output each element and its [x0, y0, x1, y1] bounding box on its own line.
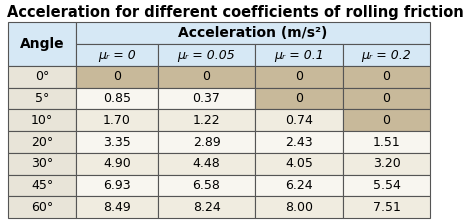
Bar — [76, 131, 158, 153]
Bar — [255, 196, 343, 218]
Bar — [255, 153, 343, 174]
Bar — [343, 109, 430, 131]
Bar — [255, 66, 343, 88]
Bar — [76, 109, 158, 131]
Text: Acceleration (m/s²): Acceleration (m/s²) — [178, 26, 328, 40]
Text: 0: 0 — [383, 114, 391, 127]
Bar — [255, 131, 343, 153]
Text: 5°: 5° — [35, 92, 49, 105]
Bar — [158, 196, 255, 218]
Bar — [8, 153, 76, 174]
Bar — [343, 44, 430, 66]
Bar — [76, 153, 158, 174]
Bar — [255, 88, 343, 109]
Bar — [158, 88, 255, 109]
Text: 20°: 20° — [31, 135, 53, 149]
Text: μᵣ = 0: μᵣ = 0 — [98, 48, 136, 61]
Bar — [158, 131, 255, 153]
Bar — [158, 153, 255, 174]
Text: 0.74: 0.74 — [285, 114, 313, 127]
Text: μᵣ = 0.2: μᵣ = 0.2 — [361, 48, 411, 61]
Bar — [255, 174, 343, 196]
Text: 30°: 30° — [31, 157, 53, 170]
Text: 6.93: 6.93 — [103, 179, 131, 192]
Text: 2.89: 2.89 — [193, 135, 220, 149]
Bar — [76, 174, 158, 196]
Text: 0.85: 0.85 — [103, 92, 131, 105]
Text: 8.00: 8.00 — [285, 201, 313, 214]
Text: 5.54: 5.54 — [373, 179, 400, 192]
Bar — [8, 109, 76, 131]
Text: 1.22: 1.22 — [193, 114, 220, 127]
Text: 1.51: 1.51 — [373, 135, 400, 149]
Bar — [158, 66, 255, 88]
Bar — [255, 109, 343, 131]
Bar — [76, 196, 158, 218]
Text: 0°: 0° — [35, 70, 49, 83]
Text: 4.90: 4.90 — [103, 157, 131, 170]
Bar — [8, 88, 76, 109]
Text: 1.70: 1.70 — [103, 114, 131, 127]
Bar — [8, 131, 76, 153]
Text: 3.35: 3.35 — [103, 135, 131, 149]
Bar — [76, 22, 430, 44]
Bar — [343, 153, 430, 174]
Bar — [343, 196, 430, 218]
Text: Angle: Angle — [20, 37, 64, 51]
Text: 0: 0 — [295, 70, 303, 83]
Bar — [76, 66, 158, 88]
Text: 10°: 10° — [31, 114, 53, 127]
Bar — [343, 131, 430, 153]
Text: 0: 0 — [383, 92, 391, 105]
Bar — [76, 44, 158, 66]
Text: 8.49: 8.49 — [103, 201, 131, 214]
Bar — [158, 174, 255, 196]
Text: 0: 0 — [383, 70, 391, 83]
Text: 0: 0 — [113, 70, 121, 83]
Text: Acceleration for different coefficients of rolling friction: Acceleration for different coefficients … — [7, 6, 463, 20]
Text: 8.24: 8.24 — [193, 201, 220, 214]
Text: 0: 0 — [295, 92, 303, 105]
Text: 60°: 60° — [31, 201, 53, 214]
Bar — [255, 44, 343, 66]
Bar — [8, 174, 76, 196]
Bar — [158, 44, 255, 66]
Text: 7.51: 7.51 — [373, 201, 400, 214]
Bar — [8, 196, 76, 218]
Bar — [8, 66, 76, 88]
Text: 45°: 45° — [31, 179, 53, 192]
Text: μᵣ = 0.05: μᵣ = 0.05 — [178, 48, 235, 61]
Bar — [343, 88, 430, 109]
Text: 4.05: 4.05 — [285, 157, 313, 170]
Bar — [76, 88, 158, 109]
Bar — [158, 109, 255, 131]
Text: 6.58: 6.58 — [193, 179, 220, 192]
Text: 3.20: 3.20 — [373, 157, 400, 170]
Text: 0: 0 — [203, 70, 211, 83]
Text: μᵣ = 0.1: μᵣ = 0.1 — [274, 48, 324, 61]
Bar — [343, 66, 430, 88]
Text: 6.24: 6.24 — [285, 179, 313, 192]
Bar — [343, 174, 430, 196]
Text: 2.43: 2.43 — [285, 135, 313, 149]
Bar — [8, 22, 76, 66]
Text: 4.48: 4.48 — [193, 157, 220, 170]
Text: 0.37: 0.37 — [193, 92, 220, 105]
